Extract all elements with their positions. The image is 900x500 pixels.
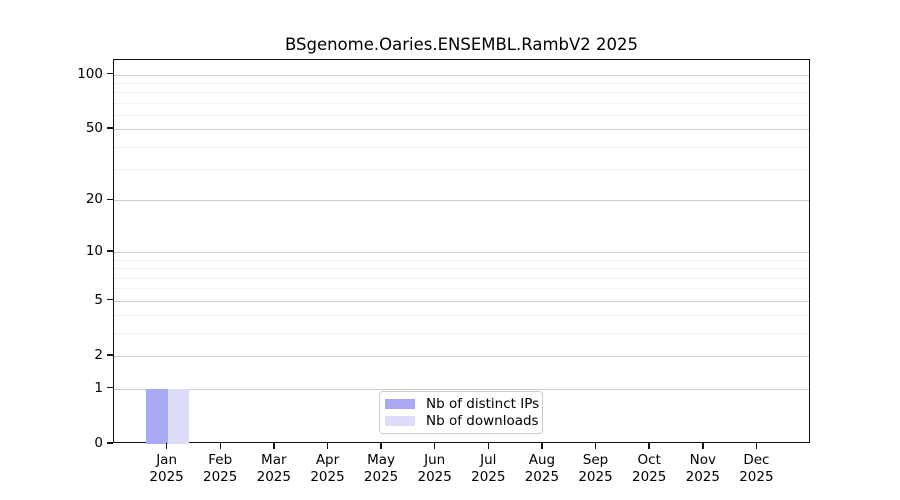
- bar-downloads-jan: [167, 388, 190, 444]
- y-tick-label-2: 2: [94, 347, 103, 363]
- legend: Nb of distinct IPs Nb of downloads: [379, 391, 543, 434]
- gridline-minor-3: [114, 333, 809, 334]
- legend-swatch-downloads: [385, 416, 415, 426]
- legend-label-downloads: Nb of downloads: [426, 413, 539, 429]
- gridline-minor-6: [114, 288, 809, 290]
- x-tick-label-jun: Jun 2025: [417, 452, 452, 485]
- x-tick-label-oct: Oct 2025: [632, 452, 667, 485]
- x-tick-label-nov: Nov 2025: [685, 452, 720, 485]
- y-tick-label-5: 5: [94, 291, 103, 308]
- x-tick-jun: [433, 443, 436, 449]
- x-tick-mar: [273, 443, 275, 449]
- legend-item-distinct-ips: Nb of distinct IPs: [385, 396, 540, 412]
- gridline-2: [114, 356, 809, 357]
- gridline-20: [114, 200, 809, 202]
- chart-title: BSgenome.Oaries.ENSEMBL.RambV2 2025: [284, 35, 639, 54]
- gridline-5: [114, 300, 809, 302]
- x-tick-label-apr: Apr 2025: [310, 452, 345, 485]
- x-tick-label-feb: Feb 2025: [203, 452, 238, 485]
- y-tick-label-100: 100: [77, 65, 103, 82]
- y-tick-2: [107, 354, 113, 356]
- x-tick-label-aug: Aug 2025: [524, 452, 560, 485]
- y-tick-10: [107, 250, 113, 252]
- legend-label-distinct-ips: Nb of distinct IPs: [426, 396, 540, 412]
- x-tick-label-may: May 2025: [363, 452, 399, 485]
- y-tick-100: [107, 72, 113, 75]
- x-tick-nov: [702, 443, 704, 449]
- plot-area: Nb of distinct IPs Nb of downloads: [113, 59, 810, 444]
- x-tick-apr: [326, 443, 329, 449]
- y-tick-20: [107, 198, 113, 200]
- legend-swatch-distinct-ips: [385, 399, 415, 409]
- gridline-minor-4: [114, 315, 809, 317]
- y-tick-1: [107, 386, 113, 389]
- y-tick-0: [107, 442, 113, 444]
- x-tick-aug: [541, 443, 543, 449]
- x-tick-oct: [648, 443, 650, 449]
- gridline-minor-80: [114, 92, 809, 94]
- gridline-100: [114, 74, 809, 76]
- legend-item-downloads: Nb of downloads: [385, 413, 539, 429]
- gridline-minor-90: [114, 82, 809, 84]
- y-tick-label-50: 50: [85, 120, 103, 137]
- gridline-minor-60: [114, 114, 809, 116]
- y-tick-50: [107, 127, 113, 129]
- x-tick-label-jan: Jan 2025: [149, 452, 184, 485]
- x-tick-jan: [165, 443, 168, 449]
- x-tick-dec: [755, 443, 758, 449]
- gridline-minor-70: [114, 102, 809, 104]
- gridline-minor-8: [114, 268, 809, 270]
- x-tick-jul: [487, 443, 490, 449]
- gridline-minor-30: [114, 169, 809, 170]
- y-tick-label-20: 20: [85, 191, 103, 208]
- gridline-minor-9: [114, 259, 809, 261]
- gridline-minor-7: [114, 277, 809, 279]
- gridline-50: [114, 129, 809, 131]
- x-tick-label-mar: Mar 2025: [256, 452, 291, 485]
- x-tick-label-jul: Jul 2025: [471, 452, 506, 485]
- gridline-minor-40: [114, 146, 809, 148]
- y-tick-label-0: 0: [94, 435, 103, 451]
- y-tick-label-10: 10: [85, 243, 103, 259]
- x-tick-may: [380, 443, 382, 449]
- gridline-1: [114, 388, 809, 390]
- gridline-10: [114, 252, 809, 253]
- x-tick-label-sep: Sep 2025: [578, 452, 613, 485]
- bar-distinct-ips-jan: [146, 388, 168, 444]
- x-tick-sep: [594, 443, 597, 449]
- x-tick-label-dec: Dec 2025: [739, 452, 774, 485]
- x-tick-feb: [219, 443, 221, 449]
- y-tick-5: [107, 298, 113, 301]
- y-tick-label-1: 1: [94, 379, 103, 396]
